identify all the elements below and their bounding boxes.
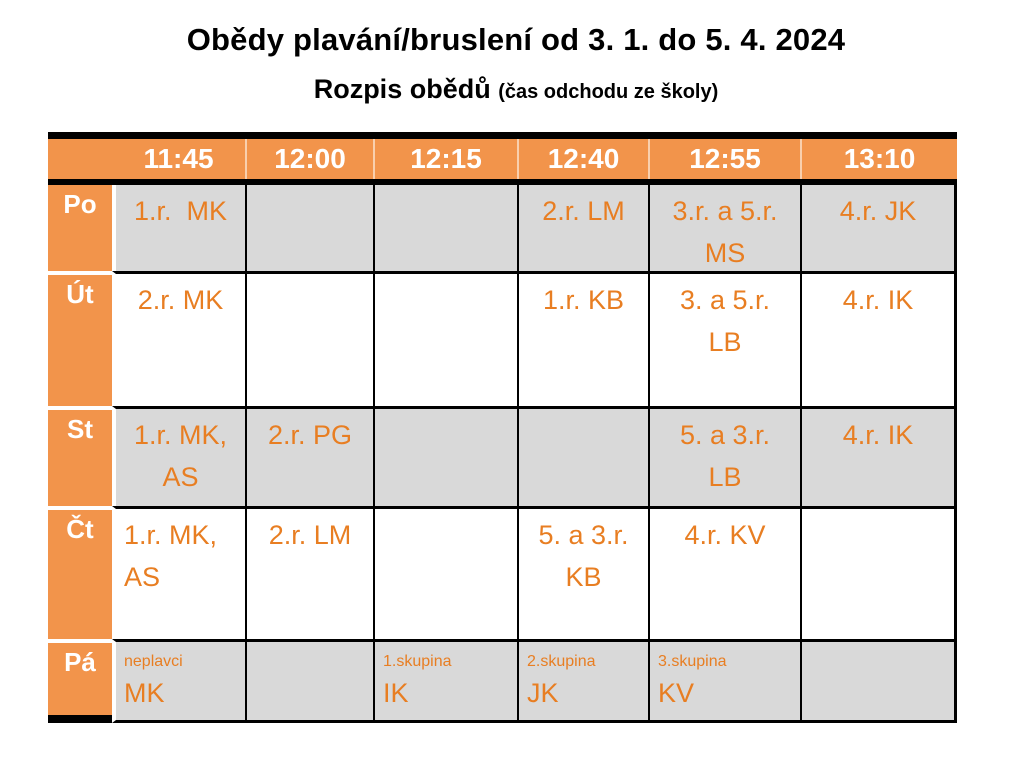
schedule-cell: 1.r. MK — [112, 185, 245, 271]
cell-line: 4.r. IK — [842, 420, 914, 450]
cell-line: 1.r. KB — [542, 285, 625, 315]
schedule-cell: 1.skupina IK — [373, 639, 517, 723]
schedule-cell — [517, 406, 648, 506]
schedule-cell: 2.r. PG — [245, 406, 373, 506]
cell-line: 2.r. LM — [268, 520, 352, 550]
schedule-cell: 5. a 3.r. LB — [648, 406, 800, 506]
schedule-cell — [245, 185, 373, 271]
cell-line: LB — [708, 326, 742, 357]
schedule-cell — [373, 185, 517, 271]
header-time: 12:40 — [517, 139, 648, 179]
schedule-cell: 4.r. KV — [648, 506, 800, 639]
cell-small-label: 3.skupina — [658, 653, 727, 670]
cell-line: AS — [162, 461, 199, 492]
schedule-row: Čt 1.r. MK, AS 2.r. LM 5. a 3.r. KB 4.r. KV — [48, 506, 957, 639]
cell-line: MS — [704, 237, 746, 268]
cell-line: KV — [658, 678, 695, 709]
cell-line: 2.r. PG — [267, 420, 353, 450]
cell-line: MK — [124, 678, 165, 709]
day-label-pá: Pá — [48, 639, 112, 723]
schedule-cell: 4.r. IK — [800, 271, 957, 406]
schedule-cell — [373, 506, 517, 639]
header-time: 12:00 — [245, 139, 373, 179]
cell-line: LB — [708, 461, 742, 492]
cell-line: 1.r. MK, — [133, 420, 228, 450]
cell-line: 1.r. MK — [133, 196, 228, 226]
header-corner — [48, 139, 112, 179]
day-label-čt: Čt — [48, 506, 112, 639]
schedule-cell: 2.r. MK — [112, 271, 245, 406]
cell-line: KB — [565, 561, 602, 592]
header-time: 13:10 — [800, 139, 957, 179]
day-label-po: Po — [48, 185, 112, 271]
schedule-cell: 3. a 5.r. LB — [648, 271, 800, 406]
cell-line: IK — [383, 678, 409, 709]
lunch-schedule-table: 11:45 12:00 12:15 12:40 12:55 13:10 Po 1.r. MK 2… — [48, 132, 957, 723]
page-title: Obědy plavání/bruslení od 3. 1. do 5. 4.… — [186, 22, 846, 57]
schedule-row: Po 1.r. MK 2.r. LM 3.r. a 5.r. MS 4.r. JK — [48, 185, 957, 271]
cell-line: 1.r. MK, — [124, 520, 218, 550]
day-label-st: St — [48, 406, 112, 506]
cell-small-label: 2.skupina — [527, 653, 596, 670]
cell-line: 3.r. a 5.r. — [672, 196, 778, 226]
schedule-cell: 4.r. JK — [800, 185, 957, 271]
schedule-cell — [800, 506, 957, 639]
schedule-cell — [373, 271, 517, 406]
cell-line: 4.r. KV — [684, 520, 766, 550]
schedule-cell: 5. a 3.r. KB — [517, 506, 648, 639]
schedule-cell: 2.skupina JK — [517, 639, 648, 723]
cell-line: 5. a 3.r. — [538, 520, 629, 550]
cell-small-label: 1.skupina — [383, 653, 452, 670]
schedule-row: Pá neplavci MK 1.skupina IK 2.skupina JK 3.skup… — [48, 639, 957, 723]
cell-line: 4.r. IK — [842, 285, 914, 315]
schedule-row: Út 2.r. MK 1.r. KB 3. a 5.r. LB 4.r. IK — [48, 271, 957, 406]
cell-small-label: neplavci — [124, 653, 183, 670]
schedule-cell — [800, 639, 957, 723]
cell-line: 5. a 3.r. — [679, 420, 771, 450]
cell-line: 2.r. MK — [137, 285, 224, 315]
cell-line: 2.r. LM — [542, 196, 625, 226]
schedule-cell — [373, 406, 517, 506]
cell-line: AS — [124, 561, 161, 592]
schedule-cell — [245, 271, 373, 406]
subtitle-note: (čas odchodu ze školy) — [498, 81, 719, 103]
schedule-cell: 1.r. KB — [517, 271, 648, 406]
schedule-cell — [245, 639, 373, 723]
schedule-cell: 2.r. LM — [517, 185, 648, 271]
schedule-cell: 2.r. LM — [245, 506, 373, 639]
schedule-cell: 1.r. MK, AS — [112, 506, 245, 639]
schedule-cell: 1.r. MK, AS — [112, 406, 245, 506]
subtitle-main: Rozpis obědů — [313, 74, 491, 104]
schedule-cell: 3.skupina KV — [648, 639, 800, 723]
header-time: 11:45 — [112, 139, 245, 179]
cell-line: 4.r. JK — [839, 196, 917, 226]
cell-line: 3. a 5.r. — [679, 285, 771, 315]
day-label-út: Út — [48, 271, 112, 406]
page-subtitle: Rozpis obědů (čas odchodu ze školy) — [0, 74, 1032, 105]
schedule-row: St 1.r. MK, AS 2.r. PG 5. a 3.r. LB 4.r. IK — [48, 406, 957, 506]
cell-line: JK — [527, 678, 559, 709]
schedule-cell: 3.r. a 5.r. MS — [648, 185, 800, 271]
header-time: 12:15 — [373, 139, 517, 179]
header-time: 12:55 — [648, 139, 800, 179]
schedule-cell: neplavci MK — [112, 639, 245, 723]
schedule-cell: 4.r. IK — [800, 406, 957, 506]
header-row: 11:45 12:00 12:15 12:40 12:55 13:10 — [48, 139, 957, 185]
